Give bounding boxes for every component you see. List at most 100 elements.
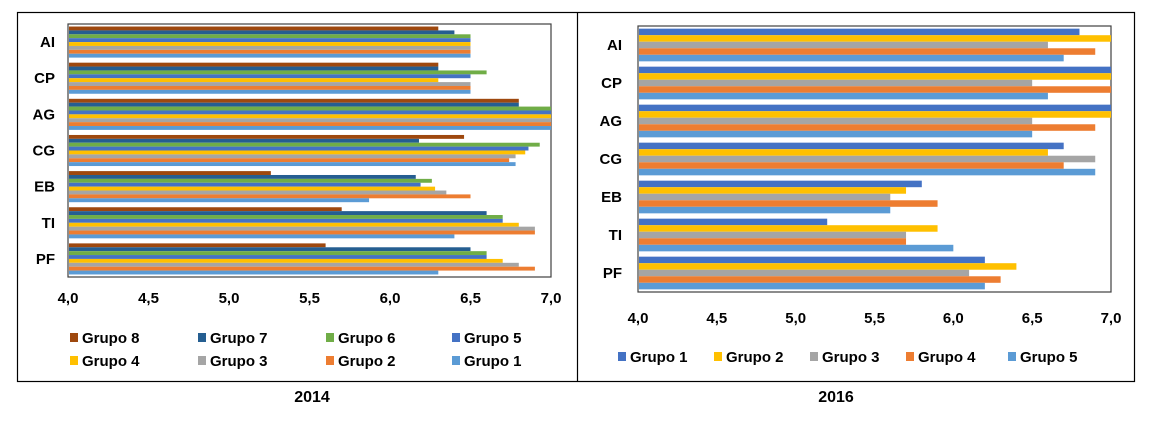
bar-pf-grupo-6 xyxy=(69,251,487,256)
bar-pf-grupo-5 xyxy=(639,282,985,290)
bar-ai-grupo-2 xyxy=(69,49,471,54)
category-label: PF xyxy=(603,265,622,282)
bar-ti-grupo-7 xyxy=(69,211,487,216)
legend-label: Grupo 1 xyxy=(630,349,688,366)
bar-ag-grupo-5 xyxy=(639,130,1033,138)
bar-eb-grupo-3 xyxy=(69,190,447,195)
chart-2014: AI CP AG CG EB TI PF 4,0 4,5 5,0 5,5 6,0 6,5 7,0 Grupo… xyxy=(33,23,561,370)
bar-ag-grupo-4 xyxy=(69,114,551,119)
legend-swatch xyxy=(452,356,460,365)
bar-ai-grupo-5 xyxy=(69,38,471,43)
bar-ti-grupo-3 xyxy=(69,226,535,231)
x-tick-label: 5,0 xyxy=(785,310,806,327)
bar-ag-grupo-1 xyxy=(69,126,551,130)
bar-cg-grupo-6 xyxy=(69,142,540,147)
legend-item: Grupo 8 xyxy=(70,330,140,347)
bar-eb-grupo-2 xyxy=(69,194,471,199)
bar-ti-grupo-6 xyxy=(69,215,503,219)
legend-label: Grupo 2 xyxy=(338,353,396,370)
bar-eb-grupo-8 xyxy=(69,171,271,175)
bar-ai-grupo-6 xyxy=(69,34,471,39)
bar-cg-grupo-2 xyxy=(69,158,510,163)
bar-ag-grupo-3 xyxy=(639,117,1033,125)
bar-cp-grupo-8 xyxy=(69,62,439,67)
category-label: TI xyxy=(609,227,622,244)
legend-item: Grupo 4 xyxy=(906,349,976,366)
bar-pf-grupo-1 xyxy=(69,270,439,275)
bar-ai-grupo-4 xyxy=(69,42,471,46)
x-tick-label: 4,5 xyxy=(706,310,727,327)
legend-swatch xyxy=(198,356,206,365)
legend-swatch xyxy=(70,333,78,342)
bar-cp-grupo-6 xyxy=(69,70,487,75)
category-label: AG xyxy=(600,113,623,130)
bar-ti-grupo-1 xyxy=(69,234,455,239)
outer-frame xyxy=(16,11,1136,383)
x-tick-label: 6,0 xyxy=(943,310,964,327)
bar-eb-grupo-6 xyxy=(69,178,432,183)
bar-pf-grupo-2 xyxy=(69,266,535,271)
legend-swatch xyxy=(810,352,818,361)
legend-item: Grupo 3 xyxy=(198,353,268,370)
x-tick-label: 4,0 xyxy=(628,310,649,327)
bar-cg-grupo-1 xyxy=(639,142,1064,150)
legend-item: Grupo 3 xyxy=(810,349,880,366)
category-label: CP xyxy=(34,70,55,87)
legend-swatch xyxy=(1008,352,1016,361)
bar-eb-grupo-7 xyxy=(69,174,416,179)
bar-ai-grupo-3 xyxy=(69,45,471,50)
bar-cg-grupo-8 xyxy=(69,134,465,139)
category-label: AI xyxy=(607,37,622,54)
bar-ag-grupo-7 xyxy=(69,102,519,107)
x-tick-label: 5,0 xyxy=(219,290,240,307)
bar-cp-grupo-4 xyxy=(639,86,1111,93)
x-tick-label: 5,5 xyxy=(299,290,320,307)
bar-eb-grupo-5 xyxy=(639,206,891,214)
bar-cp-grupo-5 xyxy=(639,92,1048,100)
bar-pf-grupo-5 xyxy=(69,255,487,259)
bar-cg-grupo-1 xyxy=(69,162,516,167)
bar-eb-grupo-1 xyxy=(69,198,370,203)
legend-label: Grupo 7 xyxy=(210,330,268,347)
bar-pf-grupo-3 xyxy=(69,262,519,267)
category-label: CG xyxy=(33,143,56,160)
bar-eb-grupo-3 xyxy=(639,193,891,201)
legend-item: Grupo 2 xyxy=(714,349,784,366)
bar-ti-grupo-3 xyxy=(639,231,907,239)
chart-2016: AI CP AG CG EB TI PF 4,0 4,5 5,0 5,5 6,0 6,5 7,0 Grupo… xyxy=(600,25,1121,366)
bar-cp-grupo-3 xyxy=(69,82,471,86)
x-tick-label: 5,5 xyxy=(864,310,885,327)
x-tick-label: 4,5 xyxy=(138,290,159,307)
legend-item: Grupo 1 xyxy=(618,349,688,366)
bar-ti-grupo-2 xyxy=(639,225,938,232)
bar-ai-grupo-8 xyxy=(69,26,439,31)
x-tick-label: 4,0 xyxy=(58,290,79,307)
bar-cp-grupo-1 xyxy=(639,66,1111,74)
bar-ti-grupo-2 xyxy=(69,230,535,235)
bar-ai-grupo-7 xyxy=(69,30,455,35)
bar-cg-grupo-2 xyxy=(639,149,1048,156)
bar-eb-grupo-4 xyxy=(69,186,436,191)
legend-swatch xyxy=(452,333,460,342)
category-label: CG xyxy=(600,151,623,168)
bar-cp-grupo-1 xyxy=(69,89,471,94)
bar-cp-grupo-3 xyxy=(639,79,1033,87)
legend-label: Grupo 3 xyxy=(822,349,880,366)
bar-pf-grupo-3 xyxy=(639,269,970,277)
bar-ti-grupo-4 xyxy=(69,222,519,227)
legend-swatch xyxy=(906,352,914,361)
bar-pf-grupo-4 xyxy=(639,276,1001,283)
category-label: EB xyxy=(34,179,55,196)
legend-label: Grupo 2 xyxy=(726,349,784,366)
legend-label: Grupo 4 xyxy=(82,353,140,370)
legend-item: Grupo 4 xyxy=(70,353,140,370)
category-label: EB xyxy=(601,189,622,206)
bar-pf-grupo-4 xyxy=(69,258,503,263)
bar-cg-grupo-4 xyxy=(639,162,1064,169)
bar-ag-grupo-2 xyxy=(69,122,551,127)
bar-ag-grupo-8 xyxy=(69,98,519,103)
bar-cp-grupo-2 xyxy=(69,85,471,90)
bar-cg-grupo-5 xyxy=(69,146,529,151)
category-label: TI xyxy=(42,215,55,232)
